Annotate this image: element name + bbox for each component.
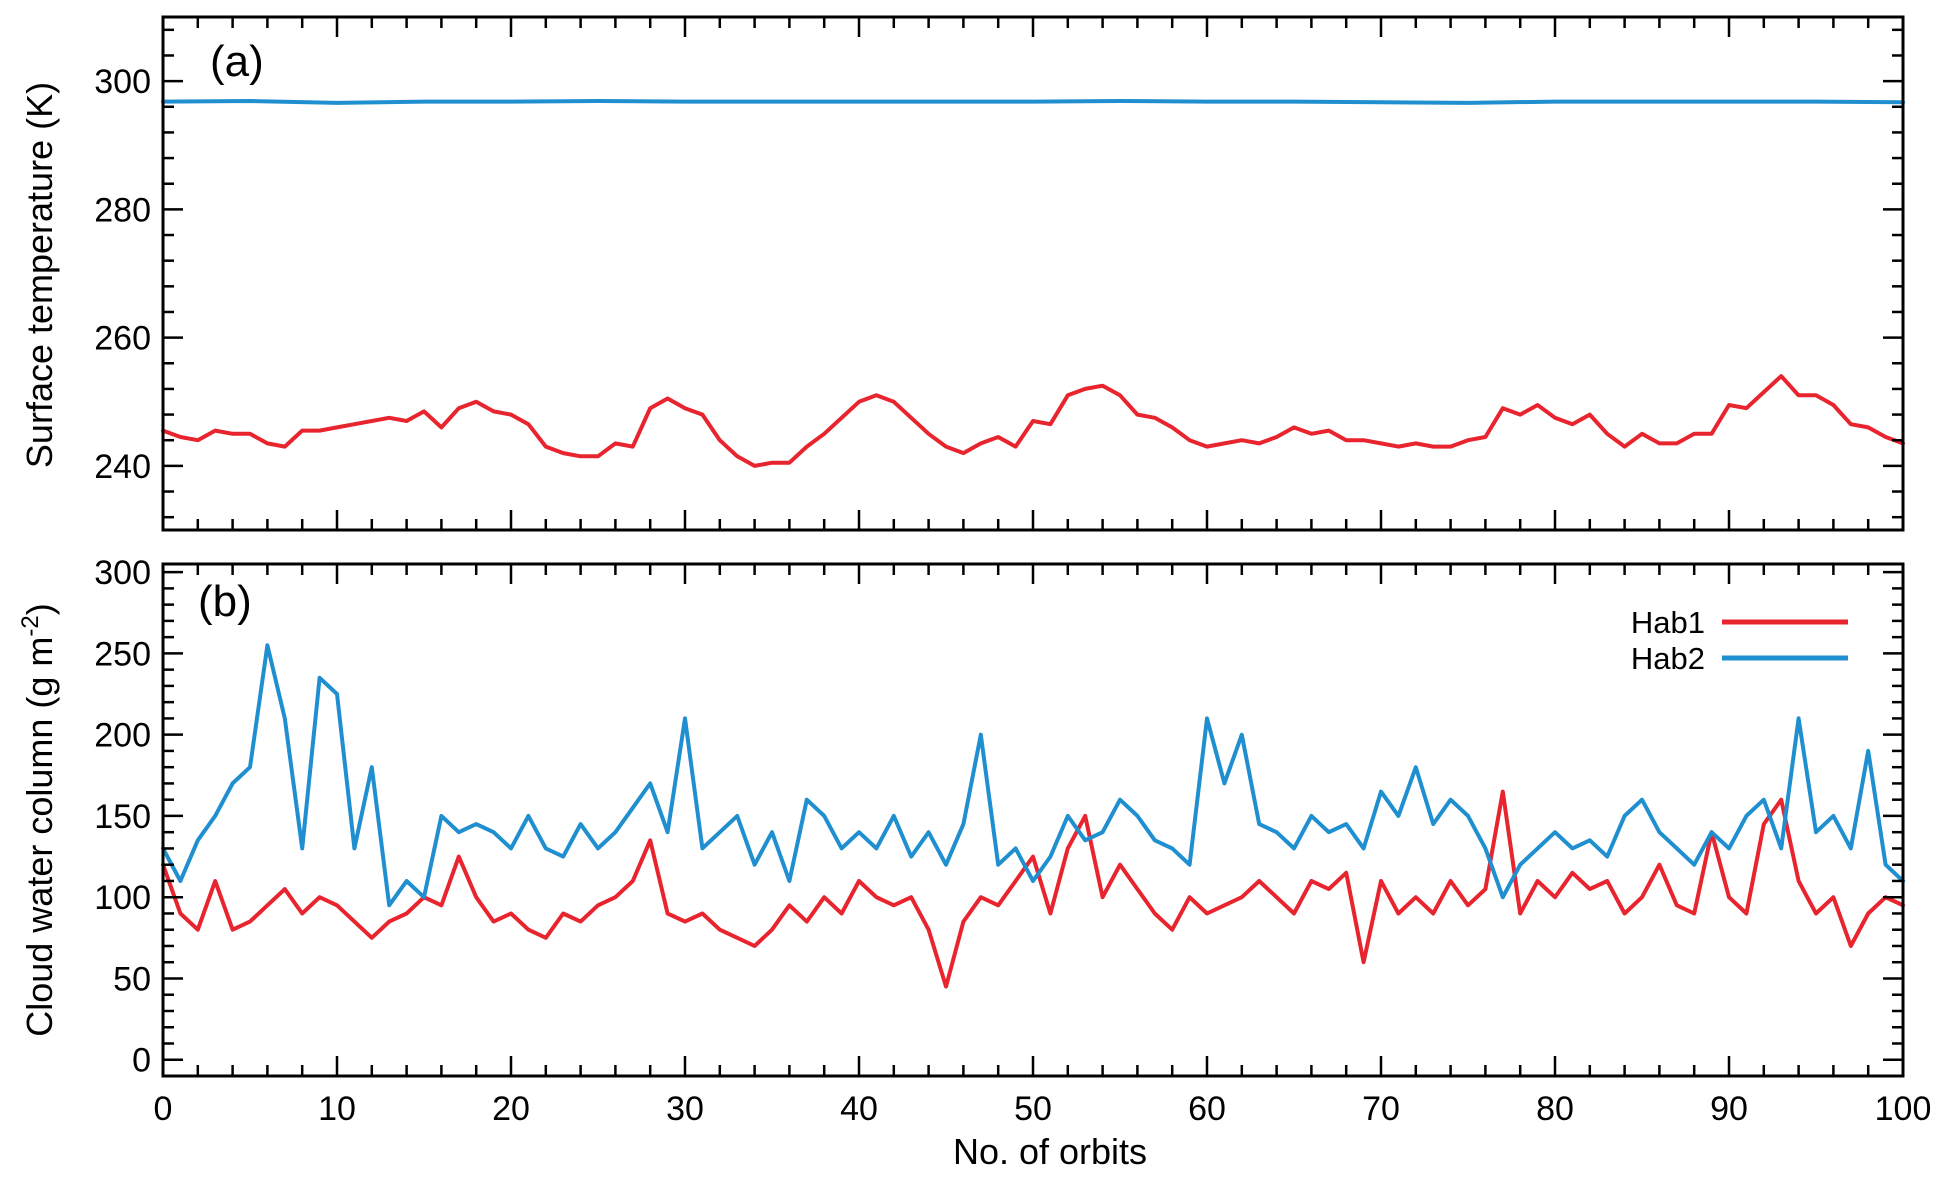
- x-tick-label: 90: [1710, 1090, 1748, 1128]
- x-tick-label: 40: [840, 1090, 878, 1128]
- panel-a-ticks: [161, 17, 1905, 530]
- y-tick-label: 50: [113, 960, 151, 998]
- y-tick-label: 240: [94, 448, 151, 486]
- x-tick-label: 50: [1014, 1090, 1052, 1128]
- series-line-hab1: [161, 789, 1905, 989]
- y-tick-label: 150: [94, 798, 151, 836]
- panel-b-y-axis-title-close: ): [19, 603, 60, 615]
- panel-a-label: (a): [210, 37, 264, 86]
- x-tick-label: 60: [1188, 1090, 1226, 1128]
- y-tick-label: 0: [132, 1042, 151, 1080]
- x-tick-label: 100: [1875, 1090, 1932, 1128]
- y-tick-label: 250: [94, 635, 151, 673]
- panel-b-y-axis-title-exponent: -2: [17, 615, 44, 636]
- y-tick-label: 300: [94, 63, 151, 101]
- legend-label-hab1: Hab1: [1631, 605, 1705, 640]
- x-tick-label: 0: [154, 1090, 173, 1128]
- panel-a-tick-labels: 240 260 280 300: [94, 63, 151, 486]
- y-tick-label: 200: [94, 717, 151, 755]
- x-tick-label: 10: [318, 1090, 356, 1128]
- x-tick-label: 70: [1362, 1090, 1400, 1128]
- panel-b-y-axis-title-main: Cloud water column (g m: [19, 637, 60, 1037]
- panel-a-surface-temperature: 240 260 280 300 (a) Surface temperature (K): [19, 15, 1905, 532]
- legend-label-hab2: Hab2: [1631, 641, 1705, 676]
- panel-b-y-axis-title: Cloud water column (g m-2): [17, 603, 60, 1037]
- panel-b-series: [161, 643, 1905, 989]
- y-tick-label: 300: [94, 554, 151, 592]
- series-line-hab2: [161, 99, 1905, 105]
- panel-b-cloud-water-column: 0 10 20 30 40 50 60 70 80 90 100 0 50 100 150 200 250 300…: [17, 554, 1931, 1172]
- y-tick-label: 260: [94, 320, 151, 358]
- panel-a-frame: [161, 15, 1905, 532]
- x-tick-label: 30: [666, 1090, 704, 1128]
- panel-b-frame: [161, 562, 1905, 1078]
- panel-b-tick-labels: 0 10 20 30 40 50 60 70 80 90 100 0 50 100 150 200 250 300: [94, 554, 1931, 1128]
- series-line-hab1: [161, 374, 1905, 468]
- series-line-hab2: [161, 643, 1905, 908]
- x-tick-label: 80: [1536, 1090, 1574, 1128]
- x-tick-label: 20: [492, 1090, 530, 1128]
- panel-b-label: (b): [198, 577, 252, 626]
- y-tick-label: 100: [94, 879, 151, 917]
- panel-a-series: [161, 99, 1905, 468]
- x-axis-title: No. of orbits: [953, 1131, 1147, 1172]
- panel-a-y-axis-title: Surface temperature (K): [19, 82, 60, 468]
- y-tick-label: 280: [94, 191, 151, 229]
